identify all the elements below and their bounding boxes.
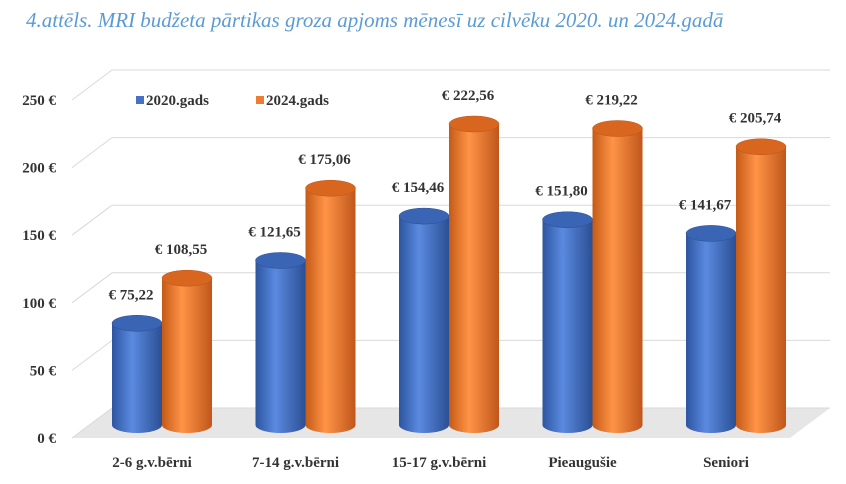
legend-label: 2024.gads [266, 93, 329, 109]
data-label: € 175,06 [298, 152, 351, 168]
bar-2024.gads-7-14 g.v.bērni [305, 188, 356, 433]
bar-2024.gads-Seniori [736, 146, 786, 433]
gridline-depth [71, 69, 113, 101]
bar-top [305, 179, 356, 197]
data-label: € 75,22 [109, 287, 154, 303]
bar-2024.gads-Pieaugušie [592, 128, 643, 434]
gridline-depth [71, 272, 113, 304]
bar-2024.gads-2-6 g.v.bērni [162, 278, 212, 433]
bar-2020.gads-15-17 g.v.bērni [399, 216, 449, 433]
y-tick-label: 100 € [22, 296, 56, 312]
data-label: € 219,22 [585, 93, 638, 109]
data-label: € 121,65 [248, 224, 301, 240]
bar-2020.gads-Seniori [686, 233, 736, 433]
gridline-depth [71, 407, 113, 439]
bar-top [255, 252, 306, 269]
bar-top [161, 269, 213, 287]
x-tick-label: 2-6 g.v.bērni [112, 455, 192, 471]
bar-top [685, 225, 737, 242]
bar-top [398, 207, 450, 225]
gridline-depth [71, 339, 113, 371]
bar-2020.gads-7-14 g.v.bērni [255, 260, 306, 433]
bar-top [448, 115, 500, 133]
legend-swatch-2024.gads [256, 96, 264, 104]
bar-top [111, 315, 163, 332]
bar-top [542, 211, 593, 228]
x-tick-label: Seniori [703, 455, 749, 471]
data-label: € 151,80 [535, 184, 588, 200]
x-tick-label: 7-14 g.v.bērni [252, 455, 339, 471]
gridline-depth [71, 204, 113, 236]
bar-2020.gads-2-6 g.v.bērni [112, 323, 162, 433]
y-tick-label: 150 € [22, 228, 56, 244]
bar-2024.gads-15-17 g.v.bērni [449, 124, 499, 433]
legend-swatch-2020.gads [136, 96, 144, 104]
legend-label: 2020.gads [146, 93, 209, 109]
y-tick-label: 50 € [30, 363, 57, 379]
data-label: € 141,67 [679, 197, 732, 213]
bar-top [735, 138, 787, 155]
bar-top [592, 120, 643, 137]
data-label: € 222,56 [442, 88, 495, 104]
y-tick-label: 0 € [37, 431, 56, 447]
y-tick-label: 250 € [22, 93, 56, 109]
x-tick-label: 15-17 g.v.bērni [392, 455, 487, 471]
data-label: € 205,74 [729, 111, 782, 127]
bar-2020.gads-Pieaugušie [542, 219, 593, 433]
gridline-depth [71, 137, 113, 169]
y-tick-label: 200 € [22, 161, 56, 177]
data-label: € 154,46 [392, 180, 445, 196]
chart-title: 4.attēls. MRI budžeta pārtikas groza apj… [26, 8, 724, 32]
data-label: € 108,55 [155, 242, 208, 258]
x-tick-label: Pieaugušie [548, 455, 617, 471]
